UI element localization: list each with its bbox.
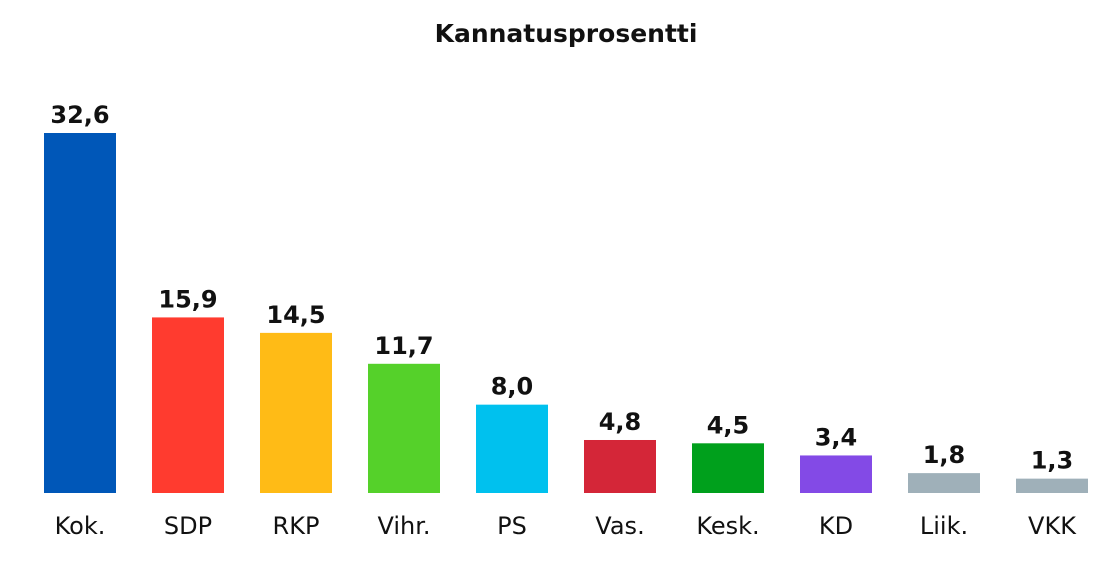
category-label: KD	[819, 512, 853, 540]
category-label: RKP	[273, 512, 320, 540]
value-label: 1,3	[1031, 447, 1074, 475]
category-label: Vas.	[595, 512, 644, 540]
value-label: 8,0	[491, 373, 534, 401]
category-label: SDP	[164, 512, 212, 540]
value-label: 4,8	[599, 408, 642, 436]
bar-8	[908, 473, 980, 493]
value-label: 4,5	[707, 411, 750, 439]
category-label: VKK	[1028, 512, 1077, 540]
bar-9	[1016, 478, 1088, 493]
category-label: Kesk.	[696, 512, 759, 540]
value-label: 3,4	[815, 423, 858, 451]
category-label: PS	[497, 512, 527, 540]
category-label: Liik.	[920, 512, 968, 540]
bar-0	[44, 133, 116, 493]
value-label: 14,5	[266, 301, 325, 329]
value-label: 11,7	[374, 332, 433, 360]
bar-6	[692, 443, 764, 493]
chart-title: Kannatusprosentti	[435, 19, 698, 48]
category-label: Vihr.	[377, 512, 430, 540]
category-label: Kok.	[55, 512, 106, 540]
value-label: 15,9	[158, 285, 217, 313]
bar-4	[476, 404, 548, 493]
value-label: 1,8	[923, 441, 966, 469]
bar-5	[584, 439, 656, 493]
value-label: 32,6	[50, 101, 109, 129]
bar-1	[152, 317, 224, 493]
bar-3	[368, 363, 440, 493]
bar-7	[800, 455, 872, 493]
bar-2	[260, 332, 332, 493]
